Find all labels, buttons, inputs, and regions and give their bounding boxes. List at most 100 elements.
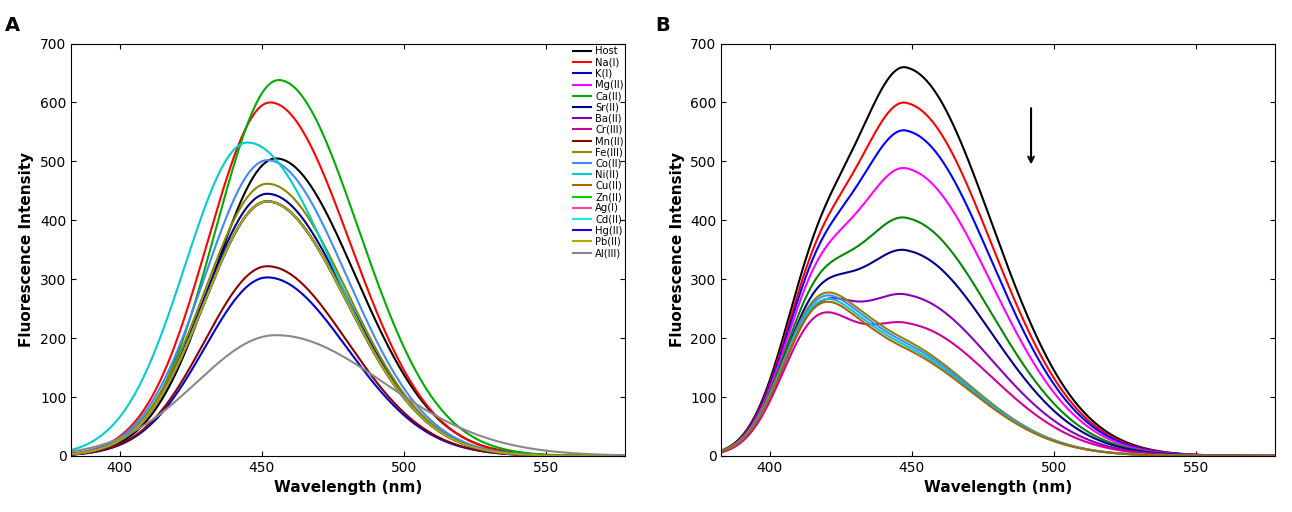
- K(I): [482, 449, 497, 455]
- Sr(II): [162, 376, 177, 382]
- Zn(II): [260, 198, 275, 204]
- Hg(II): [434, 430, 450, 436]
- Line: Pb(II): Pb(II): [71, 201, 625, 456]
- Ca(II): [205, 234, 221, 240]
- Ca(II): [434, 408, 450, 414]
- Al(III): [63, 449, 79, 455]
- K(I): [434, 437, 450, 443]
- Cu(II): [315, 253, 331, 260]
- Ag(I): [63, 451, 79, 457]
- Ca(II): [162, 372, 177, 378]
- Host: [618, 453, 633, 459]
- Line: Fe(III): Fe(III): [71, 184, 625, 456]
- Cd(II): [205, 276, 221, 283]
- Sr(II): [434, 430, 450, 436]
- Cd(II): [391, 388, 407, 394]
- Al(III): [205, 364, 221, 370]
- K(I): [391, 407, 407, 413]
- Al(III): [391, 390, 407, 396]
- Ca(II): [63, 451, 79, 457]
- Host: [267, 155, 283, 161]
- Ag(I): [618, 453, 633, 459]
- Ba(II): [434, 430, 450, 436]
- Al(III): [315, 343, 331, 349]
- Pb(II): [63, 451, 79, 457]
- Zn(II): [434, 430, 450, 436]
- Mn(II): [162, 397, 177, 403]
- Ca(II): [618, 453, 633, 459]
- Fe(III): [260, 181, 275, 187]
- Y-axis label: Fluorescence Intensity: Fluorescence Intensity: [669, 152, 685, 347]
- Cd(II): [162, 378, 177, 385]
- Ni(II): [618, 453, 633, 459]
- Ba(II): [482, 447, 497, 454]
- Sr(II): [618, 453, 633, 459]
- Cu(II): [63, 451, 79, 457]
- Host: [482, 445, 497, 451]
- Line: Ba(II): Ba(II): [71, 201, 625, 456]
- Pb(II): [162, 378, 177, 385]
- Mg(II): [618, 453, 633, 459]
- Hg(II): [63, 451, 79, 457]
- Ni(II): [391, 388, 407, 394]
- Zn(II): [205, 276, 221, 283]
- Fe(III): [434, 429, 450, 435]
- Line: Na(I): Na(I): [71, 102, 625, 456]
- Mn(II): [260, 263, 275, 269]
- Sr(II): [63, 451, 79, 457]
- Co(II): [391, 377, 407, 383]
- Cd(II): [618, 453, 633, 459]
- Ni(II): [482, 447, 497, 454]
- Sr(II): [315, 247, 331, 253]
- Al(III): [482, 436, 497, 442]
- Co(II): [618, 453, 633, 459]
- Ni(II): [434, 430, 450, 436]
- Host: [391, 362, 407, 369]
- Ba(II): [260, 198, 275, 204]
- Sr(II): [260, 190, 275, 197]
- Fe(III): [391, 383, 407, 390]
- Fe(III): [162, 373, 177, 379]
- Hg(II): [482, 447, 497, 454]
- Cu(II): [205, 276, 221, 283]
- Ag(I): [434, 430, 450, 436]
- Ag(I): [205, 276, 221, 283]
- Ni(II): [63, 447, 79, 453]
- Line: Ni(II): Ni(II): [71, 142, 625, 456]
- Line: Host: Host: [71, 158, 625, 456]
- Na(I): [482, 445, 497, 451]
- Cr(III): [482, 447, 497, 454]
- Ag(I): [391, 388, 407, 394]
- Al(III): [618, 452, 633, 458]
- Cu(II): [482, 447, 497, 454]
- Mn(II): [482, 449, 497, 455]
- K(I): [162, 400, 177, 407]
- Co(II): [63, 451, 79, 457]
- Mg(II): [391, 388, 407, 394]
- Na(I): [391, 357, 407, 363]
- Hg(II): [315, 253, 331, 260]
- Line: Co(II): Co(II): [71, 160, 625, 456]
- Na(I): [162, 357, 177, 363]
- Ni(II): [315, 241, 331, 247]
- Ba(II): [618, 453, 633, 459]
- Cd(II): [482, 447, 497, 454]
- Ba(II): [162, 378, 177, 385]
- Legend: Host, Na(I), K(I), Mg(II), Ca(II), Sr(II), Ba(II), Cr(III), Mn(II), Fe(III), Co(: Host, Na(I), K(I), Mg(II), Ca(II), Sr(II…: [571, 45, 625, 260]
- Pb(II): [315, 253, 331, 260]
- Zn(II): [162, 378, 177, 385]
- Co(II): [205, 248, 221, 254]
- Pb(II): [391, 388, 407, 394]
- Hg(II): [205, 276, 221, 283]
- Co(II): [260, 157, 275, 163]
- Al(III): [162, 403, 177, 410]
- Cu(II): [391, 388, 407, 394]
- Ca(II): [315, 131, 331, 137]
- Ni(II): [240, 139, 256, 145]
- Cu(II): [618, 453, 633, 459]
- Hg(II): [162, 378, 177, 385]
- Cu(II): [162, 378, 177, 385]
- Cd(II): [260, 198, 275, 204]
- Cr(III): [260, 198, 275, 204]
- Line: Ca(II): Ca(II): [71, 80, 625, 456]
